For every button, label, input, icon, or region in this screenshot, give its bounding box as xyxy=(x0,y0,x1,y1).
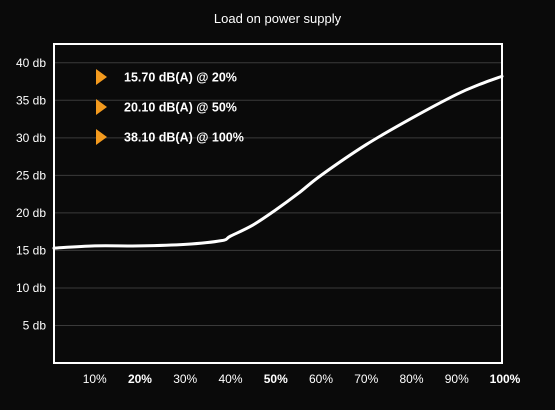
plot-area-border xyxy=(53,43,503,364)
annotation-label: 20.10 dB(A) @ 50% xyxy=(124,101,237,115)
y-tick-label: 15 db xyxy=(16,243,46,257)
y-tick-label: 5 db xyxy=(23,318,47,332)
series-line xyxy=(52,74,504,250)
x-tick-label: 100% xyxy=(490,372,521,386)
y-tick-label: 25 db xyxy=(16,168,46,182)
y-tick-label: 20 db xyxy=(16,206,46,220)
y-tick-label: 40 db xyxy=(16,56,46,70)
x-axis: 10% 20% 30% 40% 50% 60% 70% 80% 90% 100% xyxy=(83,372,521,386)
x-tick-label: 40% xyxy=(218,372,242,386)
x-tick-label: 30% xyxy=(173,372,197,386)
x-tick-label: 60% xyxy=(309,372,333,386)
y-tick-label: 10 db xyxy=(16,281,46,295)
annotation-legend: 15.70 dB(A) @ 20% 20.10 dB(A) @ 50% 38.10 … xyxy=(96,69,244,145)
triangle-marker-icon xyxy=(96,129,107,145)
y-axis: 5 db 10 db 15 db 20 db 25 db 30 db 35 db 40 db xyxy=(16,56,46,333)
x-tick-label: 10% xyxy=(83,372,107,386)
gridlines xyxy=(54,62,502,326)
x-tick-label: 80% xyxy=(399,372,423,386)
x-tick-label: 90% xyxy=(445,372,469,386)
x-tick-label: 70% xyxy=(354,372,378,386)
annotation-label: 38.10 dB(A) @ 100% xyxy=(124,131,244,145)
y-tick-label: 30 db xyxy=(16,131,46,145)
annotation-label: 15.70 dB(A) @ 20% xyxy=(124,71,237,85)
x-tick-label: 20% xyxy=(128,372,152,386)
y-tick-label: 35 db xyxy=(16,93,46,107)
triangle-marker-icon xyxy=(96,69,107,85)
chart-title: Load on power supply xyxy=(213,11,342,26)
triangle-marker-icon xyxy=(96,99,107,115)
x-tick-label: 50% xyxy=(264,372,288,386)
